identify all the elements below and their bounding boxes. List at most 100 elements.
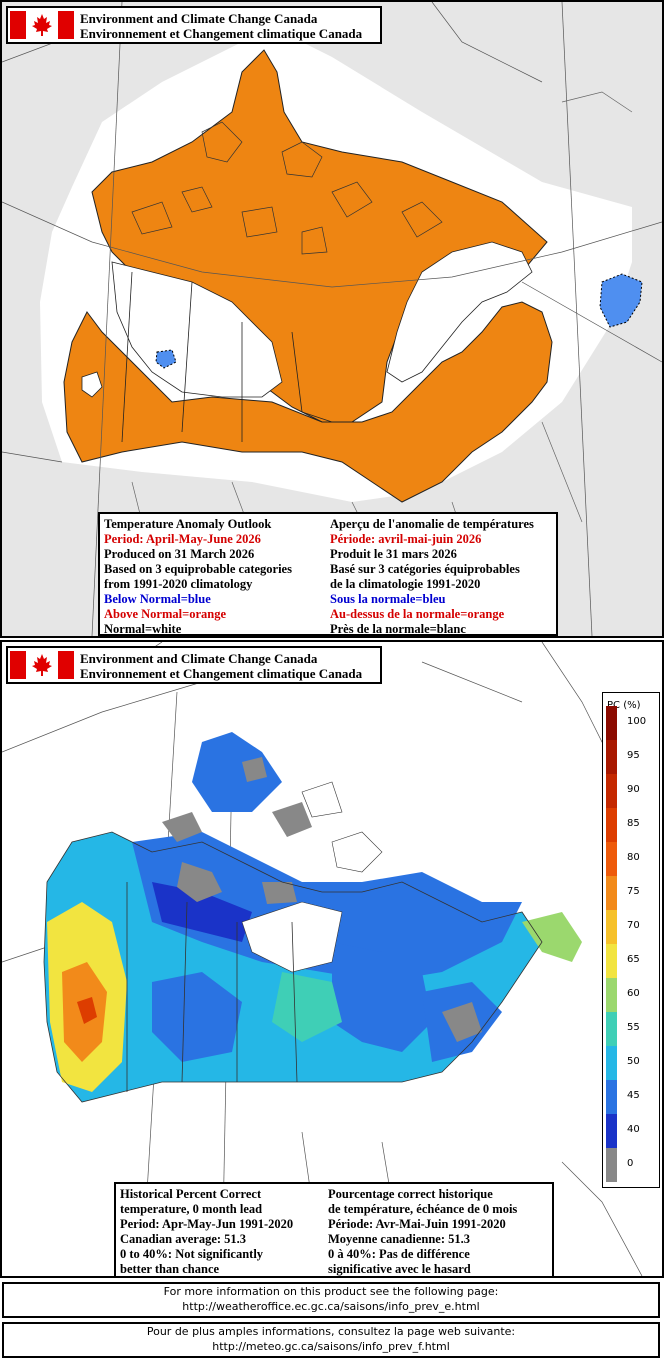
footer-en-link[interactable]: http://weatheroffice.ec.gc.ca/saisons/in… — [182, 1300, 480, 1313]
skill-patch — [152, 882, 252, 942]
outlook-legend-en-line: Based on 3 equiprobable categories — [104, 562, 292, 576]
outlook-map — [2, 2, 662, 636]
scale-label: 55 — [627, 1022, 640, 1033]
outlook-legend-en-line: from 1991-2020 climatology — [104, 577, 253, 591]
skill-map-panel: Environment and Climate Change Canada En… — [0, 640, 664, 1278]
above-normal-south — [63, 301, 553, 503]
skill-patch — [442, 1002, 482, 1042]
outlook-legend-en-line: Below Normal=blue — [104, 592, 211, 606]
footer-en-text: For more information on this product see… — [163, 1285, 499, 1298]
scale-swatch — [606, 842, 617, 876]
scale-label: 75 — [627, 886, 640, 897]
outlook-legend-en-line: Period: April-May-June 2026 — [104, 532, 261, 546]
agency-name-en: Environment and Climate Change Canada — [80, 11, 318, 26]
outlook-legend-fr: Aperçu de l'anomalie de températures Péri… — [330, 517, 534, 636]
scale-swatch — [606, 1148, 617, 1182]
scale-swatch — [606, 1080, 617, 1114]
normal-quebec — [386, 241, 533, 383]
scale-label: 85 — [627, 818, 640, 829]
skill-legend-en-line: Historical Percent Correct — [120, 1187, 262, 1201]
skill-patch — [242, 757, 267, 782]
scale-label: 90 — [627, 784, 640, 795]
scale-swatch — [606, 1114, 617, 1148]
canada-flag-icon — [10, 11, 74, 39]
footer-fr: Pour de plus amples informations, consul… — [2, 1322, 660, 1358]
scale-label: 80 — [627, 852, 640, 863]
skill-field — [44, 732, 582, 1102]
water-area — [241, 901, 343, 973]
scale-label: 100 — [627, 716, 647, 727]
skill-legend-en-line: 0 to 40%: Not significantly — [120, 1247, 264, 1261]
agency-name-fr: Environnement et Changement climatique C… — [80, 666, 363, 681]
pc-color-scale: PC (%) 100 95 90 85 80 75 70 65 60 55 50 45 40 0 — [602, 692, 660, 1188]
scale-title: PC (%) — [607, 700, 641, 711]
outlook-legend-fr-line: Sous la normale=bleu — [330, 592, 446, 606]
skill-legend-fr-line: Période: Avr-Mai-Juin 1991-2020 — [328, 1217, 506, 1231]
outlook-legend-fr-line: Près de la normale=blanc — [330, 622, 466, 636]
scale-label: 70 — [627, 920, 640, 931]
outlook-legend-fr-line: Aperçu de l'anomalie de températures — [330, 517, 534, 531]
skill-patch — [177, 862, 222, 902]
scale-swatch — [606, 978, 617, 1012]
skill-legend-fr-line: de température, échéance de 0 mois — [328, 1202, 518, 1216]
header-box-2: Environment and Climate Change Canada En… — [6, 646, 382, 684]
skill-legend: Historical Percent Correct temperature, 0… — [114, 1182, 554, 1276]
agency-name-fr: Environnement et Changement climatique C… — [80, 26, 363, 41]
skill-patch — [192, 732, 282, 812]
scale-label: 40 — [627, 1124, 640, 1135]
scale-label: 95 — [627, 750, 640, 761]
scale-label: 50 — [627, 1056, 640, 1067]
skill-patch — [272, 802, 312, 837]
below-normal-newfoundland — [599, 273, 643, 328]
skill-legend-fr-line: Pourcentage correct historique — [328, 1187, 493, 1201]
skill-legend-en-line: Period: Apr-May-Jun 1991-2020 — [120, 1217, 294, 1231]
footer-fr-text: Pour de plus amples informations, consul… — [146, 1325, 516, 1338]
skill-patch — [162, 812, 202, 842]
skill-legend-fr: Pourcentage correct historique de tempéra… — [328, 1187, 518, 1276]
skill-legend-en-line: better than chance — [120, 1262, 220, 1276]
water-area — [331, 831, 383, 873]
scale-swatch — [606, 876, 617, 910]
scale-swatch — [606, 808, 617, 842]
water-area — [301, 781, 343, 818]
outlook-legend-fr-line: de la climatologie 1991-2020 — [330, 577, 481, 591]
skill-patch — [132, 832, 522, 982]
footer-en: For more information on this product see… — [2, 1282, 660, 1318]
skill-legend-fr-line: significative avec le hasard — [328, 1262, 471, 1276]
scale-swatch — [606, 774, 617, 808]
outlook-legend-en-line: Normal=white — [104, 622, 182, 636]
skill-patch — [262, 882, 297, 904]
scale-swatch — [606, 1012, 617, 1046]
skill-patch — [272, 972, 342, 1042]
below-normal-alberta — [155, 349, 177, 369]
scale-label: 60 — [627, 988, 640, 999]
outlook-legend-en-line: Temperature Anomaly Outlook — [104, 517, 272, 531]
scale-swatch — [606, 740, 617, 774]
scale-swatch — [606, 706, 617, 740]
skill-patch — [332, 942, 432, 1052]
canada-flag-icon — [10, 651, 74, 679]
agency-name-en: Environment and Climate Change Canada — [80, 651, 318, 666]
outlook-legend-en-line: Above Normal=orange — [104, 607, 227, 621]
normal-bc-island — [81, 371, 103, 398]
outlook-legend-en-line: Produced on 31 March 2026 — [104, 547, 255, 561]
skill-patch — [152, 972, 242, 1062]
skill-legend-en-line: Canadian average: 51.3 — [120, 1232, 247, 1246]
scale-swatch — [606, 944, 617, 978]
scale-label: 65 — [627, 954, 640, 965]
skill-patch — [522, 912, 582, 962]
scale-swatch — [606, 1046, 617, 1080]
skill-legend-fr-line: 0 à 40%: Pas de différence — [328, 1247, 470, 1261]
skill-legend-en: Historical Percent Correct temperature, 0… — [120, 1187, 294, 1276]
outlook-legend: Temperature Anomaly Outlook Period: April… — [98, 512, 558, 636]
outlook-legend-fr-line: Basé sur 3 catégories équiprobables — [330, 562, 520, 576]
skill-patch — [77, 997, 97, 1024]
footer-fr-link[interactable]: http://meteo.gc.ca/saisons/info_prev_f.h… — [212, 1340, 450, 1353]
skill-map — [2, 642, 662, 1276]
outlook-legend-fr-line: Produit le 31 mars 2026 — [330, 547, 457, 561]
header-box: Environment and Climate Change Canada En… — [6, 6, 382, 44]
outlook-map-panel: Environment and Climate Change Canada En… — [0, 0, 664, 638]
outlook-legend-en: Temperature Anomaly Outlook Period: April… — [104, 517, 292, 636]
scale-swatch — [606, 910, 617, 944]
skill-legend-en-line: temperature, 0 month lead — [120, 1202, 263, 1216]
